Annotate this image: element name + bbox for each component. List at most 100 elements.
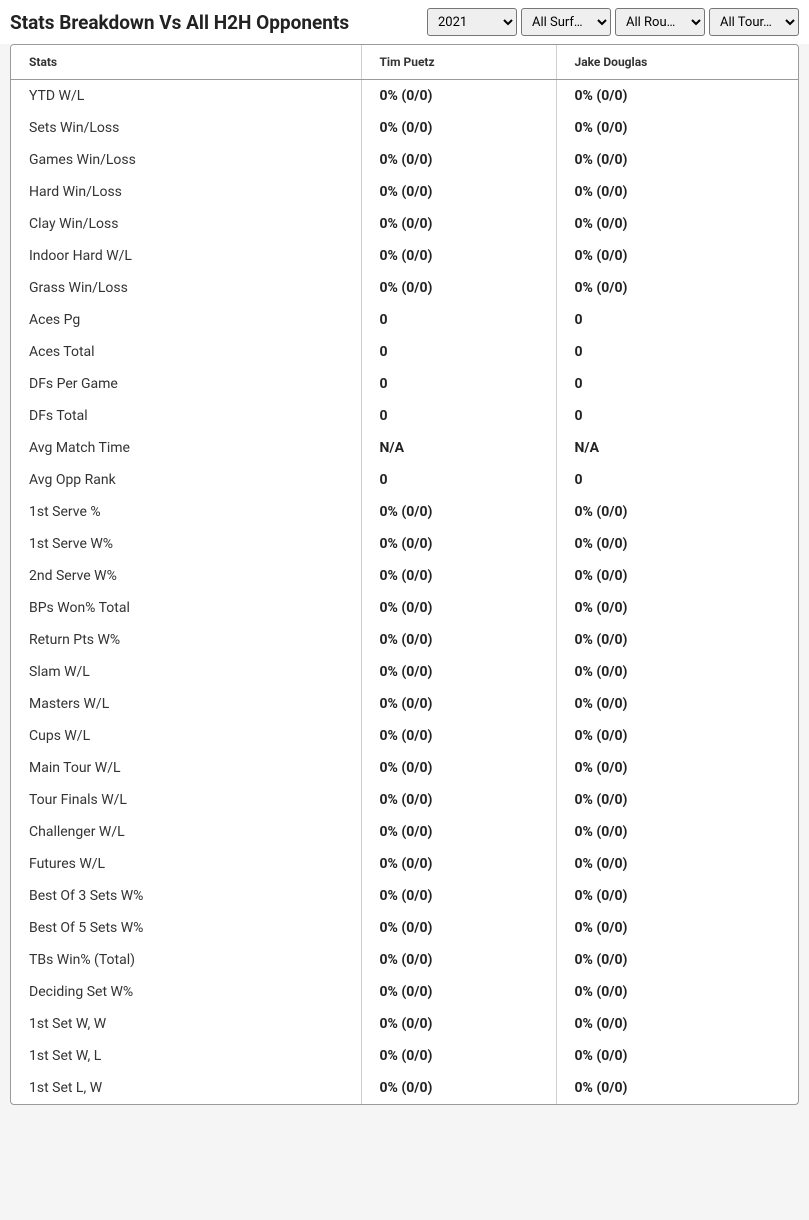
player2-value: 0 (556, 368, 798, 400)
player2-value: 0% (0/0) (556, 496, 798, 528)
stat-label: Return Pts W% (11, 624, 361, 656)
table-row: Games Win/Loss0% (0/0)0% (0/0) (11, 144, 798, 176)
stat-label: 1st Serve % (11, 496, 361, 528)
player1-value: 0% (0/0) (361, 624, 556, 656)
player2-value: 0% (0/0) (556, 208, 798, 240)
player2-value: 0% (0/0) (556, 240, 798, 272)
year-select[interactable]: 2021 (427, 8, 517, 36)
stat-label: Slam W/L (11, 656, 361, 688)
table-body: YTD W/L0% (0/0)0% (0/0)Sets Win/Loss0% (… (11, 80, 798, 1105)
player2-value: 0% (0/0) (556, 1040, 798, 1072)
table-row: Slam W/L0% (0/0)0% (0/0) (11, 656, 798, 688)
table-row: DFs Per Game00 (11, 368, 798, 400)
stat-label: DFs Per Game (11, 368, 361, 400)
stat-label: Aces Pg (11, 304, 361, 336)
table-row: Deciding Set W%0% (0/0)0% (0/0) (11, 976, 798, 1008)
stat-label: Indoor Hard W/L (11, 240, 361, 272)
player1-value: 0% (0/0) (361, 720, 556, 752)
player1-value: 0% (0/0) (361, 272, 556, 304)
player2-value: 0% (0/0) (556, 528, 798, 560)
stat-label: BPs Won% Total (11, 592, 361, 624)
table-row: DFs Total00 (11, 400, 798, 432)
player2-value: 0% (0/0) (556, 912, 798, 944)
player2-value: 0% (0/0) (556, 688, 798, 720)
table-row: Cups W/L0% (0/0)0% (0/0) (11, 720, 798, 752)
table-row: YTD W/L0% (0/0)0% (0/0) (11, 80, 798, 113)
player1-value: 0% (0/0) (361, 816, 556, 848)
table-row: 1st Set W, W0% (0/0)0% (0/0) (11, 1008, 798, 1040)
table-row: Sets Win/Loss0% (0/0)0% (0/0) (11, 112, 798, 144)
table-header-row: Stats Tim Puetz Jake Douglas (11, 45, 798, 80)
player1-value: 0% (0/0) (361, 240, 556, 272)
player2-value: 0% (0/0) (556, 944, 798, 976)
player1-value: 0% (0/0) (361, 912, 556, 944)
stat-label: Masters W/L (11, 688, 361, 720)
stat-label: DFs Total (11, 400, 361, 432)
player1-value: 0% (0/0) (361, 80, 556, 113)
player2-value: 0% (0/0) (556, 272, 798, 304)
player2-value: 0% (0/0) (556, 112, 798, 144)
table-row: TBs Win% (Total)0% (0/0)0% (0/0) (11, 944, 798, 976)
table-row: Avg Match TimeN/AN/A (11, 432, 798, 464)
surface-select[interactable]: All Surf… (521, 8, 611, 36)
player2-value: 0% (0/0) (556, 720, 798, 752)
player1-value: 0% (0/0) (361, 944, 556, 976)
player2-value: N/A (556, 432, 798, 464)
stats-table-container: Stats Tim Puetz Jake Douglas YTD W/L0% (… (10, 44, 799, 1105)
player2-value: 0 (556, 304, 798, 336)
player1-value: 0% (0/0) (361, 176, 556, 208)
player1-value: 0% (0/0) (361, 1040, 556, 1072)
header-player2: Jake Douglas (556, 45, 798, 80)
stat-label: Grass Win/Loss (11, 272, 361, 304)
header-player1: Tim Puetz (361, 45, 556, 80)
player1-value: 0 (361, 336, 556, 368)
stat-label: Avg Match Time (11, 432, 361, 464)
player1-value: 0% (0/0) (361, 560, 556, 592)
table-row: 1st Set L, W0% (0/0)0% (0/0) (11, 1072, 798, 1104)
stat-label: TBs Win% (Total) (11, 944, 361, 976)
header-stats: Stats (11, 45, 361, 80)
player1-value: 0% (0/0) (361, 112, 556, 144)
stat-label: Cups W/L (11, 720, 361, 752)
player1-value: 0 (361, 368, 556, 400)
stat-label: Best Of 5 Sets W% (11, 912, 361, 944)
player1-value: 0% (0/0) (361, 144, 556, 176)
stat-label: Hard Win/Loss (11, 176, 361, 208)
table-row: Main Tour W/L0% (0/0)0% (0/0) (11, 752, 798, 784)
tour-select[interactable]: All Tour… (709, 8, 799, 36)
round-select[interactable]: All Rou… (615, 8, 705, 36)
table-row: Best Of 5 Sets W%0% (0/0)0% (0/0) (11, 912, 798, 944)
player1-value: 0% (0/0) (361, 688, 556, 720)
player2-value: 0% (0/0) (556, 624, 798, 656)
player2-value: 0% (0/0) (556, 144, 798, 176)
player2-value: 0% (0/0) (556, 816, 798, 848)
player1-value: 0 (361, 304, 556, 336)
stat-label: YTD W/L (11, 80, 361, 113)
table-row: Grass Win/Loss0% (0/0)0% (0/0) (11, 272, 798, 304)
table-row: Avg Opp Rank00 (11, 464, 798, 496)
table-row: Masters W/L0% (0/0)0% (0/0) (11, 688, 798, 720)
stat-label: Main Tour W/L (11, 752, 361, 784)
table-row: Clay Win/Loss0% (0/0)0% (0/0) (11, 208, 798, 240)
player1-value: 0 (361, 464, 556, 496)
table-row: 1st Serve %0% (0/0)0% (0/0) (11, 496, 798, 528)
stat-label: 1st Set W, L (11, 1040, 361, 1072)
player1-value: 0% (0/0) (361, 656, 556, 688)
stat-label: Deciding Set W% (11, 976, 361, 1008)
table-row: BPs Won% Total0% (0/0)0% (0/0) (11, 592, 798, 624)
player1-value: 0% (0/0) (361, 976, 556, 1008)
player2-value: 0% (0/0) (556, 976, 798, 1008)
table-row: 1st Serve W%0% (0/0)0% (0/0) (11, 528, 798, 560)
table-row: Challenger W/L0% (0/0)0% (0/0) (11, 816, 798, 848)
table-row: Hard Win/Loss0% (0/0)0% (0/0) (11, 176, 798, 208)
player1-value: N/A (361, 432, 556, 464)
stat-label: Futures W/L (11, 848, 361, 880)
player2-value: 0% (0/0) (556, 784, 798, 816)
player2-value: 0 (556, 400, 798, 432)
page-header: Stats Breakdown Vs All H2H Opponents 202… (0, 0, 809, 44)
player1-value: 0% (0/0) (361, 208, 556, 240)
player2-value: 0% (0/0) (556, 592, 798, 624)
player1-value: 0% (0/0) (361, 752, 556, 784)
stat-label: Clay Win/Loss (11, 208, 361, 240)
table-row: Aces Total00 (11, 336, 798, 368)
